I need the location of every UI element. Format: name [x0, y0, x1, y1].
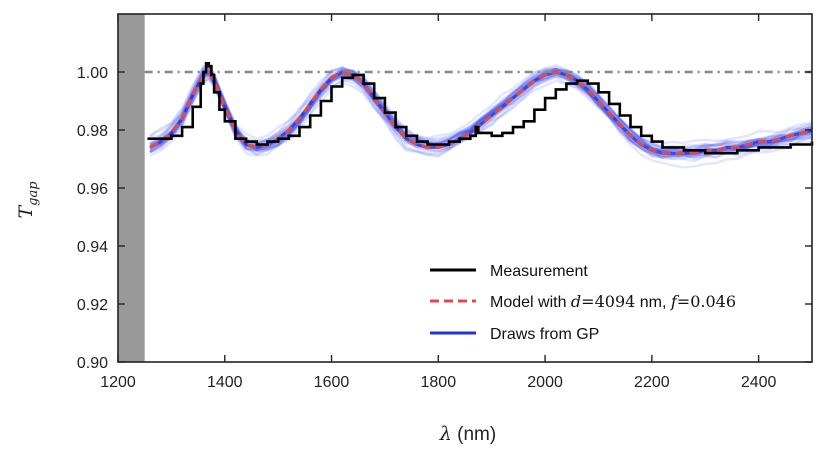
y-tick-label: 0.92: [77, 297, 108, 314]
x-tick-label: 1400: [207, 374, 243, 391]
x-axis-ticks: 1200 1400 1600 1800 2000 2200 2400: [100, 14, 777, 391]
legend-label-model: Model with d=4094 nm, f=0.046: [490, 292, 736, 311]
gp-draw-line: [149, 67, 813, 169]
y-tick-label: 0.94: [77, 239, 108, 256]
y-tick-label: 0.90: [77, 355, 108, 372]
measurement-line: [147, 62, 814, 155]
y-axis-ticks: 0.90 0.92 0.94 0.96 0.98 1.00: [77, 65, 812, 372]
y-axis-label: Tgap: [15, 181, 41, 219]
gp-draw-line: [149, 66, 813, 152]
y-tick-label: 0.96: [77, 181, 108, 198]
gp-draw-line: [149, 66, 813, 159]
legend-label-measurement: Measurement: [490, 263, 588, 280]
x-tick-label: 2400: [741, 374, 777, 391]
x-tick-label: 2000: [527, 374, 563, 391]
y-tick-label: 1.00: [77, 65, 108, 82]
x-tick-label: 2200: [634, 374, 670, 391]
legend-label-gp: Draws from GP: [490, 326, 599, 343]
x-tick-label: 1200: [100, 374, 136, 391]
legend: Measurement Model with d=4094 nm, f=0.04…: [430, 263, 736, 343]
x-tick-label: 1600: [314, 374, 350, 391]
y-tick-label: 0.98: [77, 123, 108, 140]
gp-draw-line: [149, 63, 813, 153]
gp-draw-line: [149, 69, 813, 159]
x-tick-label: 1800: [421, 374, 457, 391]
x-axis-label: λ (nm): [439, 423, 496, 445]
